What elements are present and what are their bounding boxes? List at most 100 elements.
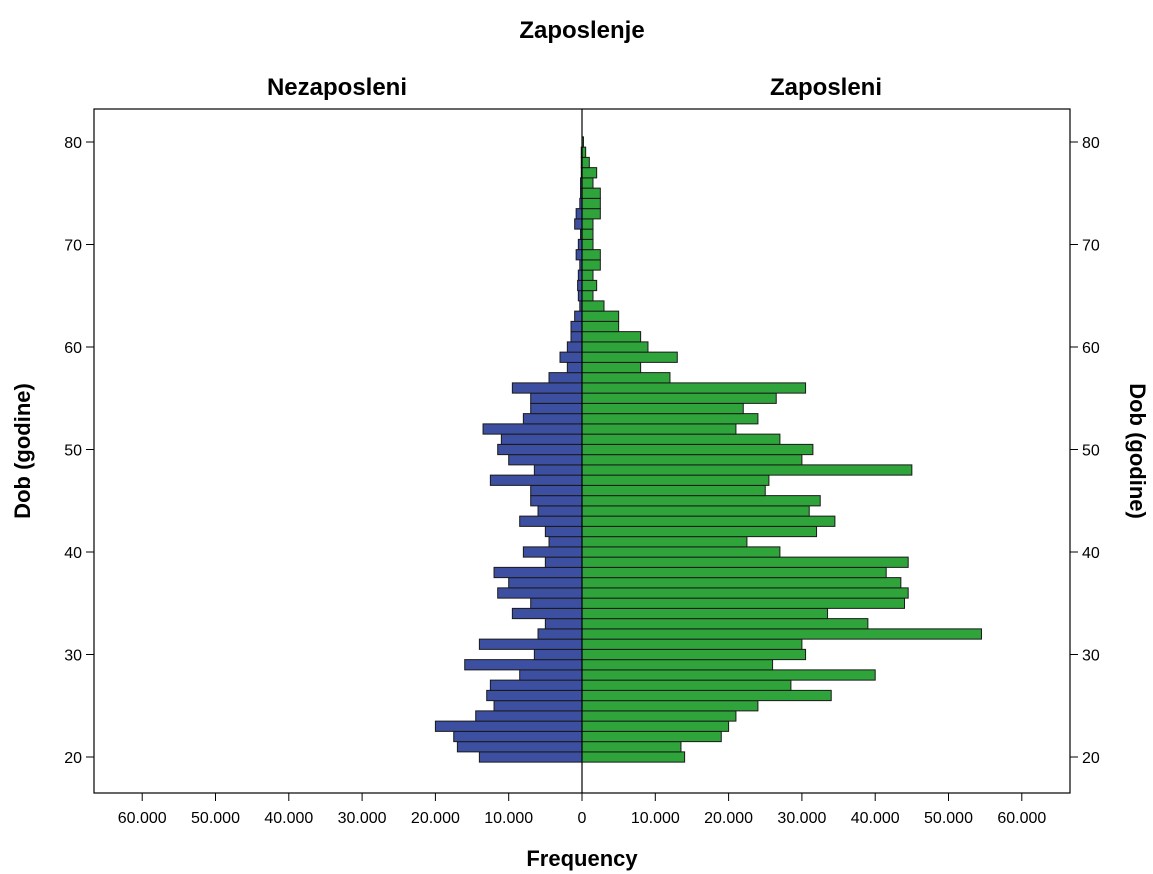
bar-employed-age-76 bbox=[581, 177, 594, 189]
bar-unemployed-age-61 bbox=[570, 331, 583, 343]
bar-unemployed-age-24 bbox=[475, 710, 583, 722]
bar-unemployed-age-36 bbox=[497, 587, 583, 599]
bar-unemployed-age-33 bbox=[544, 618, 583, 630]
bar-unemployed-age-73 bbox=[575, 208, 583, 220]
bar-unemployed-age-57 bbox=[548, 372, 583, 384]
bar-employed-age-45 bbox=[581, 495, 821, 507]
bar-employed-age-63 bbox=[581, 310, 620, 322]
bar-employed-age-71 bbox=[581, 228, 594, 240]
bar-unemployed-age-38 bbox=[493, 566, 583, 579]
y-tick-label-left: 30 bbox=[64, 648, 82, 665]
bar-unemployed-age-63 bbox=[574, 310, 583, 322]
y-tick-label-right: 30 bbox=[1082, 648, 1100, 665]
y-tick-label-left: 40 bbox=[64, 545, 82, 562]
bar-employed-age-68 bbox=[581, 259, 601, 271]
bar-employed-age-75 bbox=[581, 187, 601, 199]
y-tick-label-right: 50 bbox=[1082, 443, 1100, 460]
panel-title-employed: Zaposleni bbox=[770, 74, 882, 101]
bar-unemployed-age-50 bbox=[497, 443, 583, 456]
bar-unemployed-age-43 bbox=[519, 515, 583, 527]
bar-employed-age-31 bbox=[581, 638, 803, 650]
bar-unemployed-age-58 bbox=[566, 361, 583, 374]
bar-employed-age-53 bbox=[581, 413, 759, 425]
bar-unemployed-age-51 bbox=[500, 433, 583, 445]
bar-unemployed-age-66 bbox=[577, 279, 583, 292]
bar-unemployed-age-22 bbox=[453, 730, 583, 743]
y-tick-label-left: 50 bbox=[64, 443, 82, 460]
bar-unemployed-age-42 bbox=[544, 525, 583, 538]
bar-unemployed-age-30 bbox=[533, 648, 583, 661]
bar-employed-age-47 bbox=[581, 474, 770, 486]
y-tick-label-right: 40 bbox=[1082, 545, 1100, 562]
bar-employed-age-36 bbox=[581, 587, 909, 599]
bar-employed-age-42 bbox=[581, 525, 818, 538]
x-tick-label: 10.000 bbox=[631, 810, 680, 827]
bar-unemployed-age-49 bbox=[508, 454, 583, 466]
bar-unemployed-age-46 bbox=[530, 484, 583, 497]
bar-employed-age-62 bbox=[581, 320, 620, 333]
bar-employed-age-78 bbox=[581, 156, 590, 169]
bar-employed-age-54 bbox=[581, 402, 744, 415]
bar-employed-age-24 bbox=[581, 710, 737, 722]
bar-employed-age-74 bbox=[581, 197, 601, 210]
y-tick-label-left: 80 bbox=[64, 135, 82, 152]
bar-employed-age-64 bbox=[581, 300, 605, 312]
bar-unemployed-age-59 bbox=[559, 351, 583, 363]
bar-employed-age-41 bbox=[581, 536, 748, 548]
x-axis-title: Frequency bbox=[526, 846, 638, 871]
bar-unemployed-age-32 bbox=[537, 628, 583, 640]
bar-employed-age-60 bbox=[581, 341, 649, 353]
bar-unemployed-age-56 bbox=[511, 382, 583, 394]
x-tick-label: 30.000 bbox=[338, 810, 387, 827]
bar-employed-age-28 bbox=[581, 669, 876, 681]
bar-employed-age-69 bbox=[581, 249, 601, 261]
bar-unemployed-age-45 bbox=[530, 495, 583, 507]
bar-unemployed-age-26 bbox=[486, 689, 583, 702]
bar-employed-age-51 bbox=[581, 433, 781, 445]
bar-employed-age-23 bbox=[581, 720, 730, 732]
bar-employed-age-50 bbox=[581, 443, 814, 456]
bar-unemployed-age-52 bbox=[482, 423, 583, 435]
x-tick-label: 0 bbox=[578, 810, 587, 827]
x-tick-label: 60.000 bbox=[118, 810, 167, 827]
x-ticks: 60.000 50.000 40.000 30.000 20.000 10.000 0 10.… bbox=[118, 793, 1046, 827]
x-tick-label: 20.000 bbox=[704, 810, 753, 827]
bar-employed-age-73 bbox=[581, 208, 601, 220]
bar-employed-age-77 bbox=[581, 167, 598, 179]
bar-unemployed-age-48 bbox=[533, 464, 583, 476]
bar-unemployed-age-40 bbox=[522, 546, 583, 558]
y-tick-label-left: 70 bbox=[64, 238, 82, 255]
y-tick-label-left: 60 bbox=[64, 340, 82, 357]
x-tick-label: 40.000 bbox=[851, 810, 900, 827]
y-tick-label-right: 80 bbox=[1082, 135, 1100, 152]
bar-employed-age-57 bbox=[581, 372, 671, 384]
bar-employed-age-43 bbox=[581, 515, 836, 527]
x-tick-label: 50.000 bbox=[191, 810, 240, 827]
bar-employed-age-58 bbox=[581, 361, 642, 374]
bar-employed-age-40 bbox=[581, 546, 781, 558]
bar-employed-age-20 bbox=[581, 751, 686, 763]
bar-employed-age-25 bbox=[581, 700, 759, 712]
bar-employed-age-52 bbox=[581, 423, 737, 435]
bar-employed-age-37 bbox=[581, 577, 902, 589]
x-tick-label: 20.000 bbox=[411, 810, 460, 827]
bar-employed-age-67 bbox=[581, 269, 594, 281]
bar-employed-age-32 bbox=[581, 628, 982, 640]
bar-employed-age-46 bbox=[581, 484, 766, 497]
bar-employed-age-49 bbox=[581, 454, 803, 466]
x-tick-label: 30.000 bbox=[777, 810, 826, 827]
y-axis-title-right: Dob (godine) bbox=[1125, 383, 1150, 519]
y-tick-label-left: 20 bbox=[64, 750, 82, 767]
bar-employed-age-33 bbox=[581, 618, 869, 630]
bar-unemployed-age-47 bbox=[489, 474, 583, 486]
bar-employed-age-35 bbox=[581, 597, 906, 609]
bar-unemployed-age-72 bbox=[574, 218, 583, 230]
bar-unemployed-age-60 bbox=[566, 341, 583, 353]
bar-unemployed-age-21 bbox=[456, 741, 583, 753]
bar-employed-age-30 bbox=[581, 648, 807, 661]
bar-employed-age-59 bbox=[581, 351, 678, 363]
bar-employed-age-65 bbox=[581, 290, 594, 302]
bar-unemployed-age-27 bbox=[489, 679, 583, 691]
y-ticks-left: 20 30 40 50 60 70 80 bbox=[64, 135, 94, 767]
y-axis-title-left: Dob (godine) bbox=[10, 383, 35, 519]
